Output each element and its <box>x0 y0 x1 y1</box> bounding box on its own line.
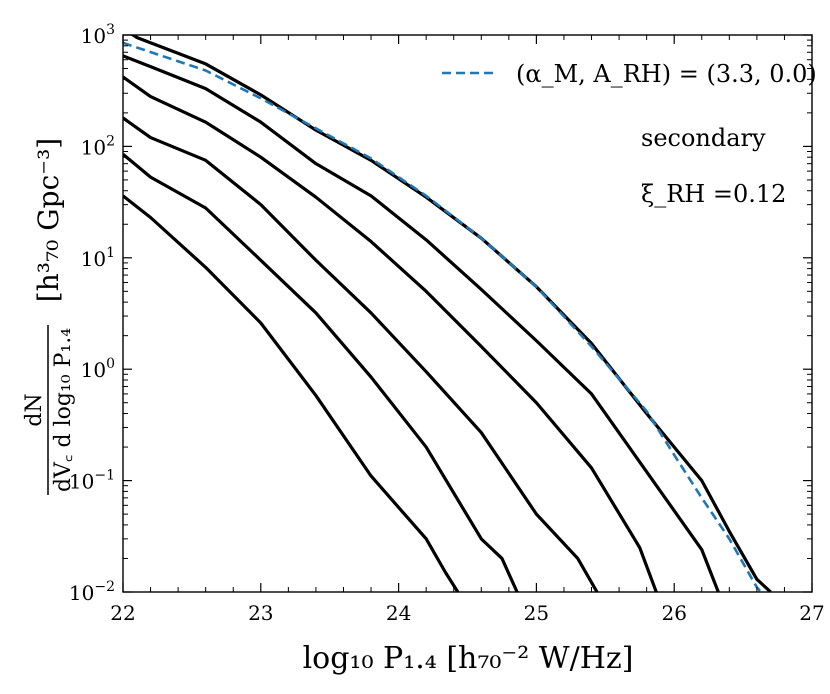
x-tick-label: 24 <box>386 601 411 625</box>
legend-label: (α_M, A_RH) = (3.3, 0.0) <box>516 60 817 88</box>
x-tick-label: 27 <box>799 601 824 625</box>
series-line-curve-5 <box>123 153 519 592</box>
y-tick-exponent: −1 <box>94 468 115 484</box>
x-tick-label: 26 <box>661 601 686 625</box>
y-tick-label: 103 <box>81 22 115 48</box>
y-tick-label: 10−2 <box>69 579 115 605</box>
annotation-secondary: secondary <box>641 124 766 152</box>
axes-group <box>122 34 813 593</box>
x-axis-label: log₁₀ P₁.₄ [h₇₀⁻² W/Hz] <box>303 641 634 676</box>
y-tick-exponent: 1 <box>106 245 115 261</box>
x-tick-label: 23 <box>248 601 273 625</box>
y-tick-base: 10 <box>81 24 106 48</box>
y-tick-exponent: −2 <box>94 579 115 595</box>
series-line-curve-2 <box>123 54 720 592</box>
series-line-curve-3 <box>123 75 658 592</box>
series-line-curve-4 <box>123 116 599 592</box>
y-tick-base: 10 <box>81 135 106 159</box>
y-tick-label: 102 <box>81 133 115 159</box>
series-line-curve-6 <box>123 194 460 592</box>
y-tick-base: 10 <box>69 581 94 605</box>
y-tick-label: 10−1 <box>69 468 115 494</box>
series-line-model-dashed <box>123 41 762 592</box>
y-tick-exponent: 3 <box>106 22 115 38</box>
y-axis-label-denominator: dV꜀ d log₁₀ P₁.₄ <box>51 328 76 492</box>
annotation-xi-rh: ξ_RH =0.12 <box>641 180 786 208</box>
series-group <box>123 35 772 592</box>
y-tick-base: 10 <box>81 247 106 271</box>
legend: (α_M, A_RH) = (3.3, 0.0) <box>442 60 817 88</box>
y-tick-exponent: 2 <box>106 133 115 149</box>
x-tick-label: 22 <box>110 601 135 625</box>
x-tick-label: 25 <box>524 601 549 625</box>
plot-frame <box>122 34 813 593</box>
y-axis-label-units: [h³₇₀ Gpc⁻³] <box>32 138 65 302</box>
y-tick-exponent: 0 <box>106 356 115 372</box>
y-tick-label: 101 <box>81 245 115 271</box>
y-axis-label-numerator: dN <box>22 393 47 426</box>
y-tick-base: 10 <box>69 470 94 494</box>
y-axis-label: dN dV꜀ d log₁₀ P₁.₄ [h³₇₀ Gpc⁻³] <box>22 138 76 495</box>
y-tick-base: 10 <box>81 358 106 382</box>
y-tick-label: 100 <box>81 356 115 382</box>
